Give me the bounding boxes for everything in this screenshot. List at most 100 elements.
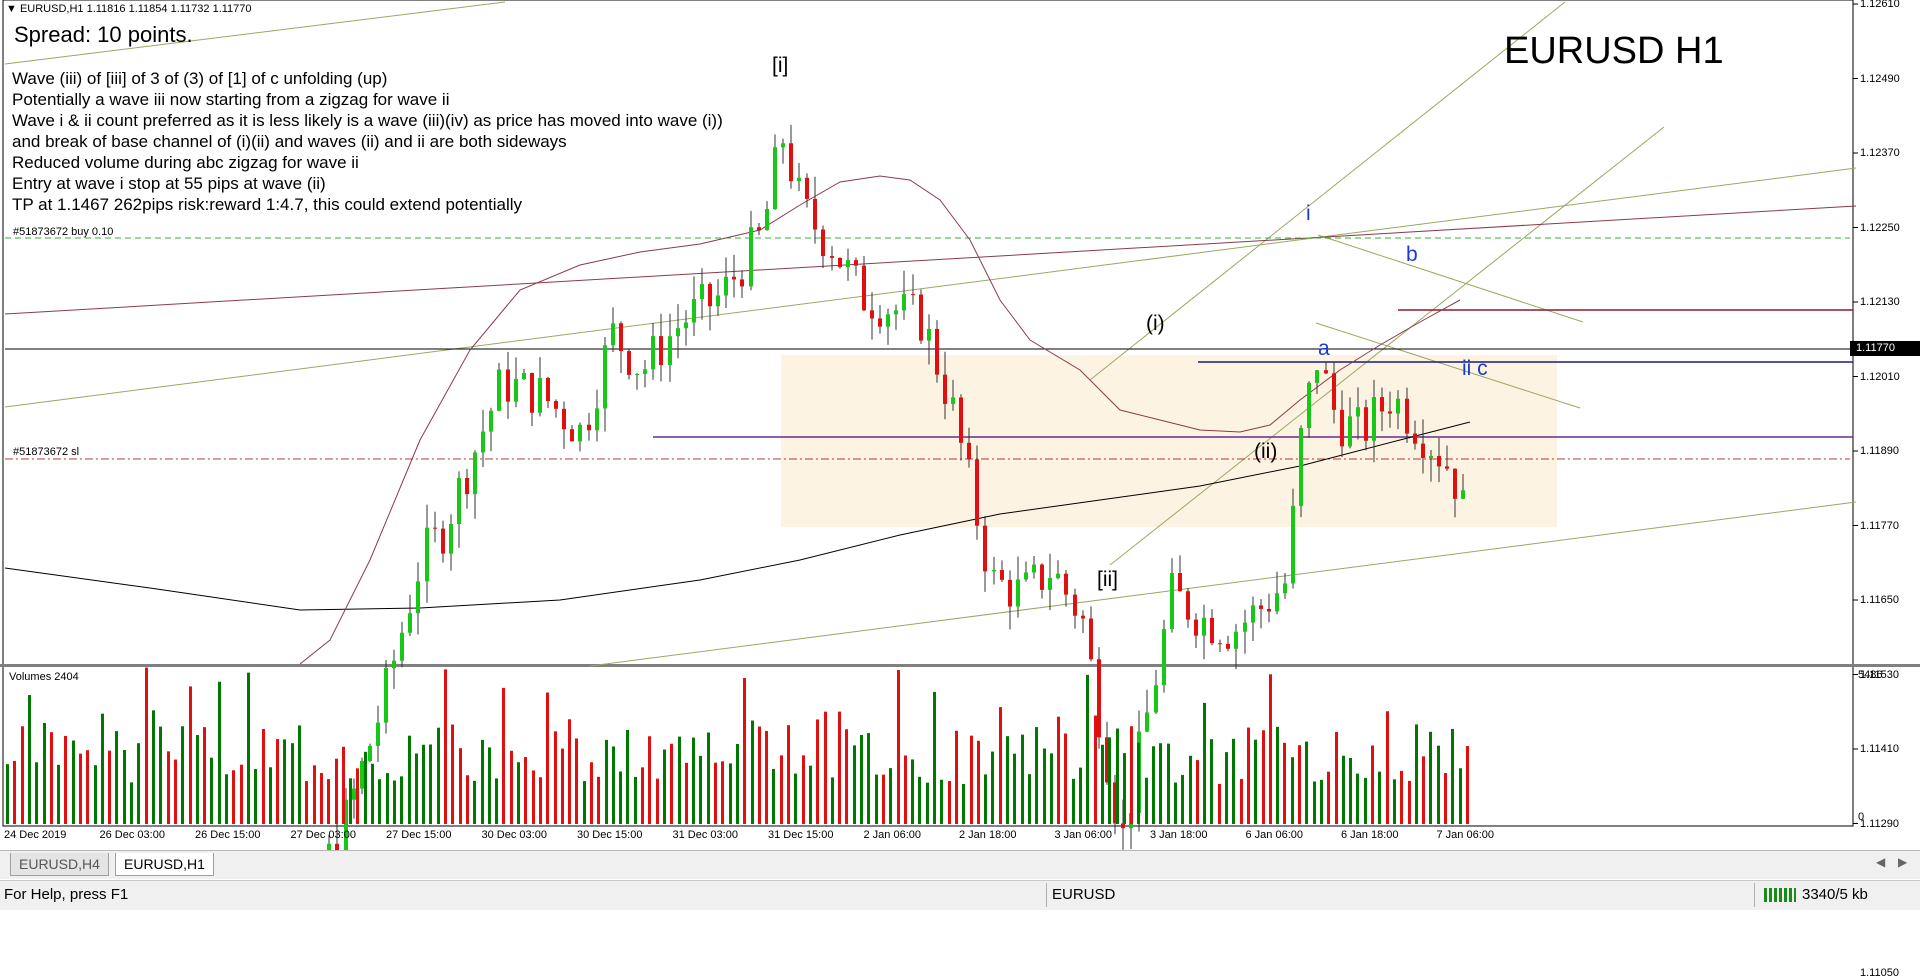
volume-bar-up	[378, 779, 381, 824]
volume-bar-up	[634, 776, 637, 824]
candle-bear	[1218, 643, 1222, 645]
connection-bars-icon[interactable]	[1764, 888, 1796, 902]
volume-bar-up	[1086, 674, 1089, 824]
candle-bull	[1145, 712, 1149, 732]
volume-bar-up	[1305, 741, 1308, 824]
volume-bar-down	[999, 707, 1002, 824]
volume-bar-down	[743, 678, 746, 824]
candle-bear	[740, 279, 744, 287]
candle-bear	[1064, 573, 1068, 595]
current-price-tag: 1.11770	[1850, 341, 1920, 356]
candle-bear	[1388, 411, 1392, 414]
candle-bull	[1170, 572, 1174, 630]
candle-bull	[902, 294, 906, 311]
volume-bar-down	[108, 750, 111, 824]
chart-tabs-bar: EURUSD,H4 EURUSD,H1 ◀ ▶	[0, 850, 1920, 879]
candle-bear	[830, 256, 834, 258]
volume-bar-down	[356, 768, 359, 824]
wave-label-a: a	[1318, 337, 1330, 360]
candle-bull	[643, 369, 647, 374]
chart-canvas[interactable]	[0, 0, 1920, 850]
annotation-line-4: and break of base channel of (i)(ii) and…	[12, 132, 567, 151]
volume-bar-down	[342, 746, 345, 824]
volume-bar-up	[1123, 753, 1126, 824]
chart-title: EURUSD H1	[1504, 30, 1724, 72]
volume-bar-up	[860, 734, 863, 824]
volume-bar-up	[152, 710, 155, 824]
candle-bull	[1024, 572, 1028, 580]
candle-bull	[416, 581, 420, 614]
volume-bar-up	[1006, 736, 1009, 824]
candle-bear	[1000, 569, 1004, 580]
candle-bull	[368, 745, 372, 761]
volume-bar-up	[1437, 745, 1440, 824]
volume-bar-down	[1057, 716, 1060, 824]
volume-bar-down	[1064, 733, 1067, 824]
candle-bull	[1154, 685, 1158, 713]
volume-axis-bottom: 0	[1858, 811, 1865, 823]
volume-bar-up	[1152, 746, 1155, 824]
time-tick-label: 30 Dec 03:00	[481, 829, 547, 841]
volume-bar-down	[765, 730, 768, 824]
volume-bar-down	[327, 779, 330, 824]
volume-bar-down	[532, 770, 535, 824]
candle-bull	[1162, 629, 1166, 686]
volume-bar-down	[79, 753, 82, 824]
volume-bar-up	[254, 769, 257, 824]
candle-bull	[1275, 593, 1279, 612]
volume-bar-up	[115, 731, 118, 824]
volume-bar-up	[130, 782, 133, 824]
tab-eurusd-h1[interactable]: EURUSD,H1	[115, 853, 214, 876]
scroll-right-icon[interactable]: ▶	[1898, 855, 1908, 869]
volume-bar-down	[1444, 773, 1447, 824]
candle-bear	[805, 177, 809, 199]
volume-bar-up	[1137, 742, 1140, 824]
collapse-arrow-icon[interactable]: ▼	[6, 3, 17, 15]
volume-bar-down	[1247, 727, 1250, 824]
candle-bear	[530, 373, 534, 413]
buy-order-label[interactable]: #51873672 buy 0.10	[13, 226, 114, 238]
candle-bull	[1461, 490, 1465, 499]
volume-bar-up	[1451, 728, 1454, 824]
price-tick-label: 1.11650	[1860, 594, 1899, 606]
candle-bull	[1396, 398, 1400, 414]
volume-bar-down	[13, 760, 16, 824]
volume-bar-down	[1130, 726, 1133, 824]
candle-bear	[433, 527, 437, 529]
volume-bar-up	[517, 762, 520, 824]
sl-order-label[interactable]: #51873672 sl	[13, 446, 80, 458]
volume-bar-up	[678, 736, 681, 824]
volume-bar-up	[371, 763, 374, 824]
candle-bull	[1315, 370, 1319, 383]
candle-bear	[1040, 564, 1044, 590]
volume-bar-down	[554, 731, 557, 824]
scroll-left-icon[interactable]: ◀	[1876, 855, 1886, 869]
volume-bar-down	[1386, 711, 1389, 824]
volume-bar-up	[1210, 739, 1213, 824]
candle-bull	[846, 260, 850, 268]
volume-bar-down	[970, 735, 973, 824]
tab-eurusd-h4[interactable]: EURUSD,H4	[10, 853, 109, 876]
candle-bull	[651, 336, 655, 370]
volume-bar-down	[780, 755, 783, 824]
volume-bar-up	[94, 765, 97, 824]
candle-bear	[587, 424, 591, 431]
volume-bar-up	[1415, 724, 1418, 824]
time-tick-label: 31 Dec 03:00	[672, 829, 738, 841]
candle-bull	[1429, 455, 1433, 459]
volume-bar-down	[305, 781, 308, 824]
annotation-line-6: Entry at wave i stop at 55 pips at wave …	[12, 174, 326, 193]
volume-bar-down	[524, 757, 527, 824]
volume-bar-down	[502, 687, 505, 824]
time-tick-label: 24 Dec 2019	[4, 829, 67, 841]
volume-bar-up	[1291, 757, 1294, 824]
candle-bear	[732, 276, 736, 280]
volume-bar-up	[1232, 738, 1235, 824]
volume-bar-down	[1094, 715, 1097, 824]
candle-bear	[1097, 659, 1101, 738]
volume-bar-up	[473, 780, 476, 824]
candle-bear	[1405, 398, 1409, 434]
candle-bear	[1226, 643, 1230, 649]
volume-bar-up	[35, 762, 38, 824]
candle-bull	[781, 143, 785, 148]
